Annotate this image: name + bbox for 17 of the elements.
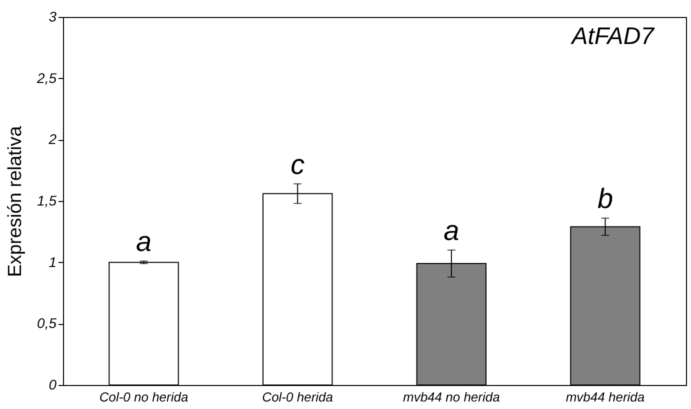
annotation: b xyxy=(597,183,614,214)
x-tick-label: mvb44 herida xyxy=(566,390,645,404)
y-tick-label: 1 xyxy=(48,254,56,270)
annotation: a xyxy=(444,215,460,246)
chart-title: AtFAD7 xyxy=(570,23,656,50)
y-tick-label: 2 xyxy=(48,131,57,148)
x-tick-label: mvb44 no herida xyxy=(402,390,500,404)
y-tick-label: 1,5 xyxy=(37,192,57,208)
x-tick-label: Col-0 no herida xyxy=(99,390,188,404)
y-tick-label: 0 xyxy=(48,376,57,392)
y-axis-title: Expresión relativa xyxy=(5,126,26,278)
annotation: c xyxy=(290,148,305,180)
y-tick-label: 0,5 xyxy=(37,315,57,332)
y-tick-label: 2,5 xyxy=(36,70,57,86)
annotation: a xyxy=(136,226,152,258)
y-tick-label: 3 xyxy=(48,8,57,24)
x-tick-label: Col-0 herida xyxy=(262,390,333,404)
